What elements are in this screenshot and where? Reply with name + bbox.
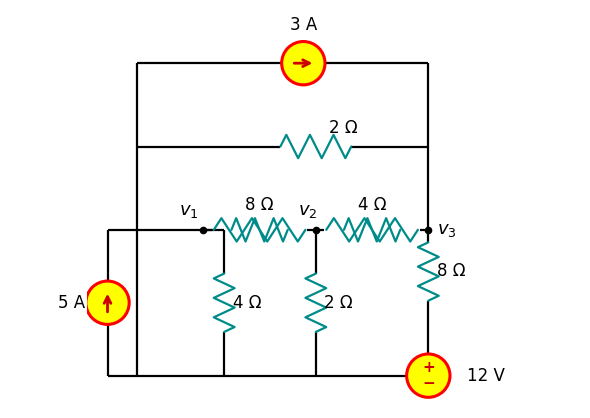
Text: 2 Ω: 2 Ω [329, 119, 357, 137]
Text: $v_3$: $v_3$ [437, 221, 457, 239]
Text: +: + [422, 360, 435, 375]
Text: 2 Ω: 2 Ω [324, 294, 353, 312]
Circle shape [407, 354, 450, 397]
Text: $v_2$: $v_2$ [298, 202, 317, 220]
Text: −: − [422, 376, 435, 391]
Text: $v_1$: $v_1$ [179, 202, 198, 220]
Text: 4 Ω: 4 Ω [358, 196, 386, 214]
Circle shape [281, 41, 325, 85]
Text: 12 V: 12 V [467, 367, 504, 385]
Circle shape [86, 281, 129, 324]
Text: 8 Ω: 8 Ω [437, 263, 466, 280]
Text: 4 Ω: 4 Ω [233, 294, 261, 312]
Text: 5 A: 5 A [58, 294, 85, 312]
Text: 8 Ω: 8 Ω [245, 196, 274, 214]
Text: 3 A: 3 A [290, 16, 317, 34]
